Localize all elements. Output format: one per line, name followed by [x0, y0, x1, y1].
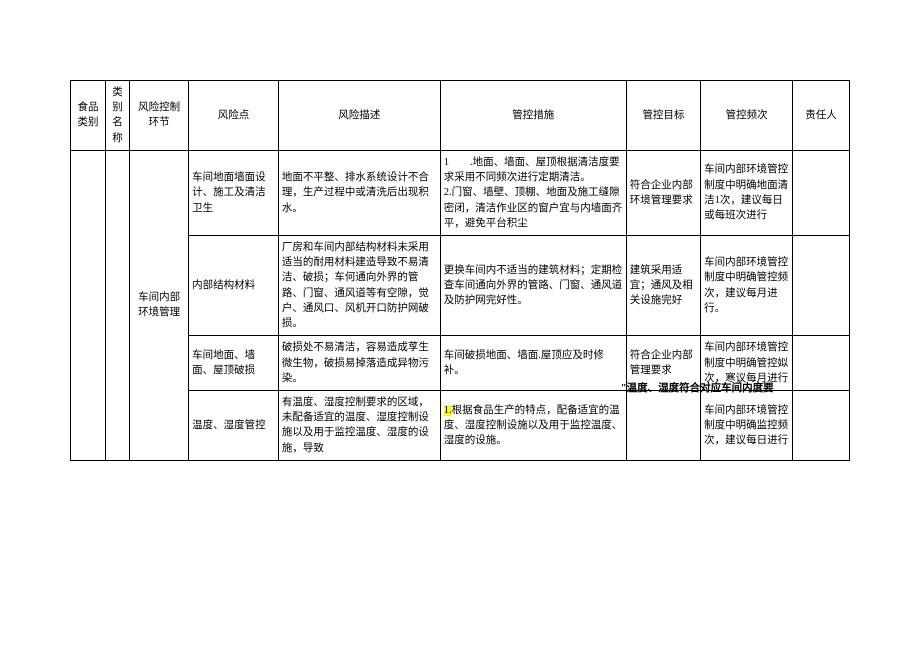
cell-control-measure: 1.根据食品生产的特点，配备适宜的温度、湿度控制设施以及用于监控温度、湿度的设施…: [440, 390, 626, 460]
cell-control-measure: 更换车间内不适当的建筑材料；定期检查车间通向外界的管路、门窗、通风道及防护网完好…: [440, 235, 626, 335]
cell-risk-point: 车间地面、墙面、屋顶破损: [189, 336, 279, 391]
cell-risk-point: 内部结构材料: [189, 235, 279, 335]
cell-risk-description: 厂房和车间内部结构材料未采用适当的耐用材料建造导致不易清洁、破损；车何通向外界的…: [278, 235, 440, 335]
cell-risk-point: 车间地面墙面设计、施工及清洁卫生: [189, 150, 279, 235]
header-risk-description: 风险描述: [278, 81, 440, 151]
risk-control-table: 食品类别 类别名称 风险控制环节 风险点 风险描述 管控措施 管控目标 管控频次…: [70, 80, 850, 461]
cell-risk-description: 地面不平整、排水系统设计不合理，生产过程中或清洗后出现积水。: [278, 150, 440, 235]
cell-responsible: [793, 390, 850, 460]
header-food-category: 食品类别: [71, 81, 106, 151]
header-responsible: 责任人: [793, 81, 850, 151]
header-risk-control-link: 风险控制环节: [130, 81, 189, 151]
cell-link-name: 车间内部环境管理: [130, 150, 189, 460]
cell-control-goal: "温度、湿度符合对应车间内度要: [626, 390, 700, 460]
cell-food-category: [71, 150, 106, 460]
cell-control-frequency: 车间内部环境管控制度中明确管控频次，建议每月进行。: [701, 235, 793, 335]
cell-risk-point: 温度、湿度管控: [189, 390, 279, 460]
cell-control-goal: 建筑采用适宜；通风及相关设施完好: [626, 235, 700, 335]
header-category-name: 类别名称: [106, 81, 130, 151]
measure-text: 根据食品生产的特点，配备适宜的温度、湿度控制设施以及用于监控温度、湿度的设施。: [444, 405, 623, 446]
highlight-text: 1.: [444, 405, 452, 416]
goal-overlap-text: "温度、湿度符合对应车间内度要: [621, 383, 774, 395]
table-row: 车间内部环境管理 车间地面墙面设计、施工及清洁卫生 地面不平整、排水系统设计不合…: [71, 150, 850, 235]
header-control-frequency: 管控频次: [701, 81, 793, 151]
header-risk-point: 风险点: [189, 81, 279, 151]
table-header-row: 食品类别 类别名称 风险控制环节 风险点 风险描述 管控措施 管控目标 管控频次…: [71, 81, 850, 151]
cell-control-measure: 1 .地面、墙面、屋顶根据清洁度要求采用不同频次进行定期清洁。 2.门窗、墙壁、…: [440, 150, 626, 235]
cell-control-goal: 符合企业内部环境管理要求: [626, 150, 700, 235]
cell-category-name: [106, 150, 130, 460]
cell-responsible: [793, 150, 850, 235]
header-control-measure: 管控措施: [440, 81, 626, 151]
cell-control-frequency: 车间内部环境管控制度中明确监控频次，建议每日进行: [701, 390, 793, 460]
cell-responsible: [793, 336, 850, 391]
cell-risk-description: 破损处不易清洁，容易造成莩生微生物，破损易掉落造成异物污染。: [278, 336, 440, 391]
cell-control-measure: 车间破损地面、墙面.屋顶应及时修补。: [440, 336, 626, 391]
cell-control-frequency: 车间内部环境管控制度中明确地面清洁1次，建议每日或每班次进行: [701, 150, 793, 235]
cell-risk-description: 有温度、湿度控制要求的区域，未配备适宜的温度、湿度控制设施以及用于监控温度、湿度…: [278, 390, 440, 460]
header-control-goal: 管控目标: [626, 81, 700, 151]
cell-responsible: [793, 235, 850, 335]
